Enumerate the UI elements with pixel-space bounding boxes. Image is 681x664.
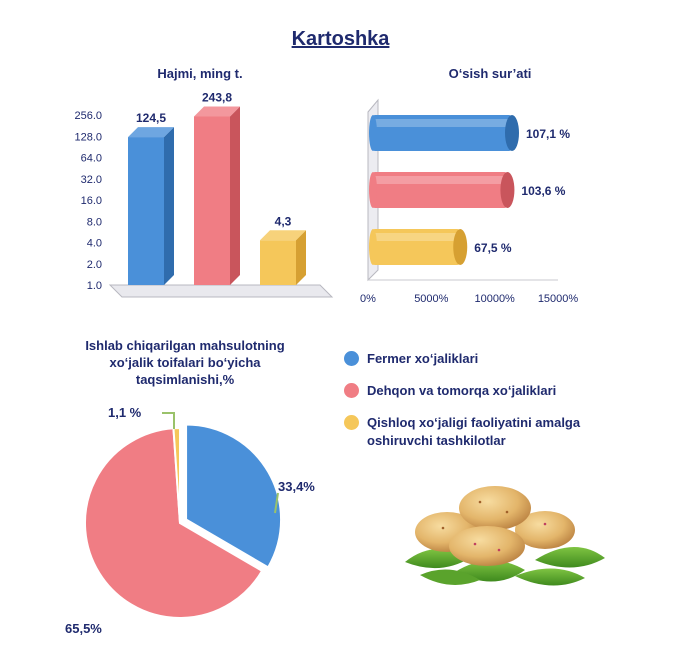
x-tick-label: 15000% [538,293,579,305]
y-tick-label: 2.0 [87,259,102,271]
pie-slice [185,423,283,569]
hbar-chart-title: O‘sish sur’ati [448,66,532,81]
pie-data-label: 1,1 % [108,405,142,420]
pie-labels: 33,4% 65,5% 1,1 % [65,405,315,636]
pie-chart-title: Ishlab chiqarilgan mahsulotning xo‘jalik… [55,337,315,388]
pie-title-line-1: Ishlab chiqarilgan mahsulotning [85,338,285,353]
page-title: Kartoshka [291,28,390,50]
bar-side [296,230,306,285]
y-tick-label: 32.0 [81,174,102,186]
bar [128,137,164,285]
legend-item-fermer: Fermer xo‘jaliklari [344,350,644,368]
y-tick-label: 128.0 [74,131,102,143]
hbar-cap [453,229,468,265]
bar [260,240,296,285]
hbar-chart-x-axis: 0% 5000% 10000% 15000% [360,293,578,305]
legend-swatch-red [344,383,359,398]
hbar-cap-left [369,172,377,208]
bar-top [260,230,306,241]
bar-side [164,127,174,285]
legend-swatch-yellow [344,415,359,430]
legend-swatch-blue [344,351,359,366]
hbar-body [372,172,508,208]
growth-bar-chart: 0% 5000% 10000% 15000% 107,1 % 103,6 % 67,5 % [360,98,578,305]
y-tick-label: 1.0 [87,280,102,292]
y-tick-label: 4.0 [87,238,102,250]
potato-icon [415,486,575,566]
hbar-highlight [372,119,512,127]
bar-chart-bars: 124,5 243,8 4,3 [128,90,306,285]
y-tick-label: 8.0 [87,216,102,228]
x-tick-label: 5000% [414,293,448,305]
volume-bar-chart: 256.0 128.0 64.0 32.0 16.0 8.0 4.0 2.0 1.0 124,5… [74,90,334,298]
bar-top [128,127,174,138]
bar-side [230,106,240,285]
pie-slice [84,427,264,619]
bar-data-label: 243,8 [202,90,232,104]
bar [194,116,230,285]
bar-chart-floor-plane [108,284,334,298]
legend-item-dehqon: Dehqon va tomorqa xo‘jaliklari [344,382,644,400]
pie-title-line-3: taqsimlanishi,% [135,372,235,387]
hbar-highlight [372,233,461,241]
bar-top [194,106,240,117]
bar-chart-floor [108,284,334,298]
legend-item-tashkilotlar: Qishloq xo‘jaligi faoliyatini amalga osh… [344,414,644,450]
hbar-highlight [372,176,508,184]
y-tick-label: 256.0 [74,110,102,122]
hbar-cap-left [369,229,377,265]
x-tick-label: 0% [360,293,376,305]
hbar-cap [505,115,519,151]
legend-label: Qishloq xo‘jaligi faoliyatini amalga osh… [367,415,581,448]
y-tick-label: 64.0 [81,153,102,165]
hbar-data-label: 103,6 % [521,184,565,198]
x-tick-label: 10000% [474,293,515,305]
pie-title-line-2: xo‘jalik toifalari bo‘yicha [109,355,261,370]
legend-label: Fermer xo‘jaliklari [367,351,479,366]
pie-data-label: 65,5% [65,621,102,636]
hbar-data-label: 67,5 % [474,241,512,255]
hbar-cap [500,172,515,208]
pie-leader-line [274,492,279,514]
bar-data-label: 4,3 [275,214,292,228]
potato-image [405,486,605,586]
hbar-chart-bars: 107,1 % 103,6 % 67,5 % [369,115,570,265]
distribution-pie-chart: 33,4% 65,5% 1,1 % [65,405,315,636]
legend: Fermer xo‘jaliklari Dehqon va tomorqa xo… [344,350,644,450]
hbar-body [372,229,461,265]
pie-data-label: 33,4% [278,479,315,494]
pie-slices [84,423,283,619]
bar-chart-y-axis: 256.0 128.0 64.0 32.0 16.0 8.0 4.0 2.0 1.0 [74,110,102,292]
hbar-data-label: 107,1 % [526,127,570,141]
y-tick-label: 16.0 [81,195,102,207]
hbar-body [372,115,512,151]
bar-data-label: 124,5 [136,111,166,125]
pie-leader-line [162,412,175,429]
hbar-cap-left [369,115,377,151]
bar-chart-title: Hajmi, ming t. [157,66,243,81]
legend-label: Dehqon va tomorqa xo‘jaliklari [367,383,557,398]
